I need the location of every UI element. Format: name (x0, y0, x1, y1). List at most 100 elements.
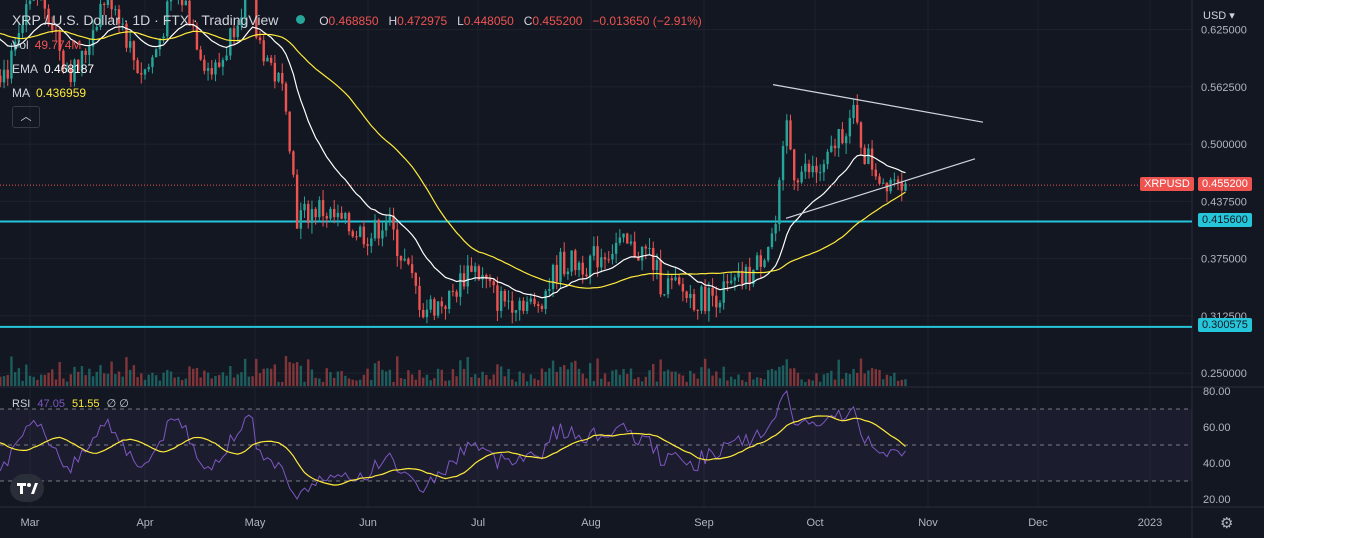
volume-bar (496, 364, 499, 386)
volume-bar (548, 368, 551, 386)
volume-bar (473, 374, 477, 386)
volume-bar (232, 377, 236, 386)
candle-body (240, 17, 243, 26)
candle-body (792, 149, 796, 181)
symbol-price-tag: XRPUSD (1140, 177, 1194, 191)
volume-bar (466, 356, 469, 386)
chart-window[interactable]: 0.625000 0.562500 0.500000 0.437500 0.375000… (0, 0, 1264, 538)
candle-body (800, 171, 803, 183)
triangle-trendlines[interactable] (772, 84, 984, 219)
volume-bar (229, 366, 232, 386)
level-tag-lower[interactable]: 0.300575 (1198, 318, 1252, 332)
candle-body (514, 310, 518, 313)
candle-body (58, 31, 61, 51)
level-tag-upper[interactable]: 0.415600 (1198, 213, 1252, 227)
candle-body (422, 309, 425, 318)
volume-bar (696, 378, 699, 386)
volume-bar (826, 373, 829, 386)
close-label: C (523, 14, 533, 28)
time-axis[interactable]: Mar Apr May Jun Jul Aug Sep Oct Nov Dec 2023 (21, 517, 1163, 529)
candle-body (10, 50, 13, 79)
candle-body (192, 25, 195, 27)
collapse-legend-button[interactable]: ︿ (12, 106, 40, 128)
volume-bar (47, 372, 50, 386)
candle-body (436, 301, 440, 316)
candle-body (84, 50, 87, 55)
separator: · (154, 12, 163, 28)
volume-bar (755, 377, 759, 386)
volume-bar (203, 370, 206, 386)
volume-bar (718, 378, 722, 386)
volume-bar (433, 378, 436, 386)
close-value: 0.455200 (532, 14, 583, 28)
open-value: 0.468850 (328, 14, 379, 28)
chevron-down-icon: ▾ (1226, 10, 1235, 22)
candle-body (640, 246, 644, 261)
candle-body (143, 69, 147, 75)
exchange: FTX (162, 12, 190, 28)
candle-body (796, 180, 800, 183)
volume-bar (255, 358, 258, 386)
time-tick-label: 2023 (1138, 517, 1162, 529)
volume-bar (99, 365, 102, 386)
rsi-pane[interactable]: 80.00 60.00 40.00 20.00 (0, 386, 1231, 506)
interval[interactable]: 1D (132, 12, 151, 28)
currency-selector[interactable]: USD ▾ (1203, 9, 1235, 22)
volume-bar (741, 380, 744, 386)
ma-legend[interactable]: MA 0.436959 (12, 86, 86, 100)
candle-body (236, 25, 239, 38)
candle-body (537, 304, 540, 307)
volume-bar (859, 358, 863, 386)
volume-bar (844, 372, 848, 386)
volume-bar (607, 381, 610, 386)
volume-bar (841, 378, 844, 386)
candle-body (377, 219, 380, 239)
volume-legend[interactable]: Vol 49.774M (12, 38, 81, 52)
volume-bar (214, 375, 217, 386)
candle-body (477, 266, 481, 280)
price-chart[interactable]: 0.625000 0.562500 0.500000 0.437500 0.375000… (0, 0, 1264, 538)
volume-bar (514, 381, 518, 386)
volume-bar (677, 373, 681, 386)
low-label: L (457, 14, 464, 28)
volume-bar (0, 376, 2, 386)
volume-bar (199, 377, 202, 386)
candle-body (362, 226, 366, 245)
candle-body (370, 238, 373, 247)
gear-icon[interactable]: ⚙ (1220, 515, 1234, 532)
candle-body (685, 291, 688, 299)
volume-bar (763, 379, 766, 386)
volume-bar (499, 366, 503, 386)
market-status-icon[interactable] (296, 15, 306, 24)
volume-bar (10, 356, 13, 386)
candle-body (559, 251, 562, 282)
tradingview-logo-icon[interactable] (10, 474, 44, 502)
volume-bar (192, 368, 195, 386)
volume-bar (147, 374, 150, 386)
candle-body (633, 241, 636, 258)
candle-body (856, 104, 859, 123)
volume-bar (878, 369, 881, 386)
ema-legend[interactable]: EMA 0.468187 (12, 62, 94, 76)
candle-body (440, 301, 443, 307)
volume-bar (637, 377, 640, 386)
volume-bar (874, 369, 878, 386)
volume-bar (251, 376, 254, 386)
volume-bar (106, 373, 110, 386)
horizontal-levels[interactable] (0, 220, 1192, 328)
candle-body (841, 129, 844, 144)
candle-body (499, 290, 503, 311)
candle-body (340, 212, 343, 219)
candle-body (637, 257, 640, 261)
rsi-legend[interactable]: RSI 47.05 51.55 ∅ ∅ (12, 397, 129, 410)
candle-body (540, 306, 544, 309)
volume-bar (377, 360, 380, 386)
symbol-name[interactable]: XRP / U.S. Dollar (12, 12, 120, 28)
volume-bar (102, 373, 106, 386)
volume-bar (173, 377, 176, 386)
time-tick-label: Oct (806, 517, 823, 529)
candle-body (65, 67, 69, 69)
candle-body (132, 41, 136, 61)
rsi-extra: ∅ ∅ (106, 398, 129, 410)
volume-bar (733, 379, 737, 386)
